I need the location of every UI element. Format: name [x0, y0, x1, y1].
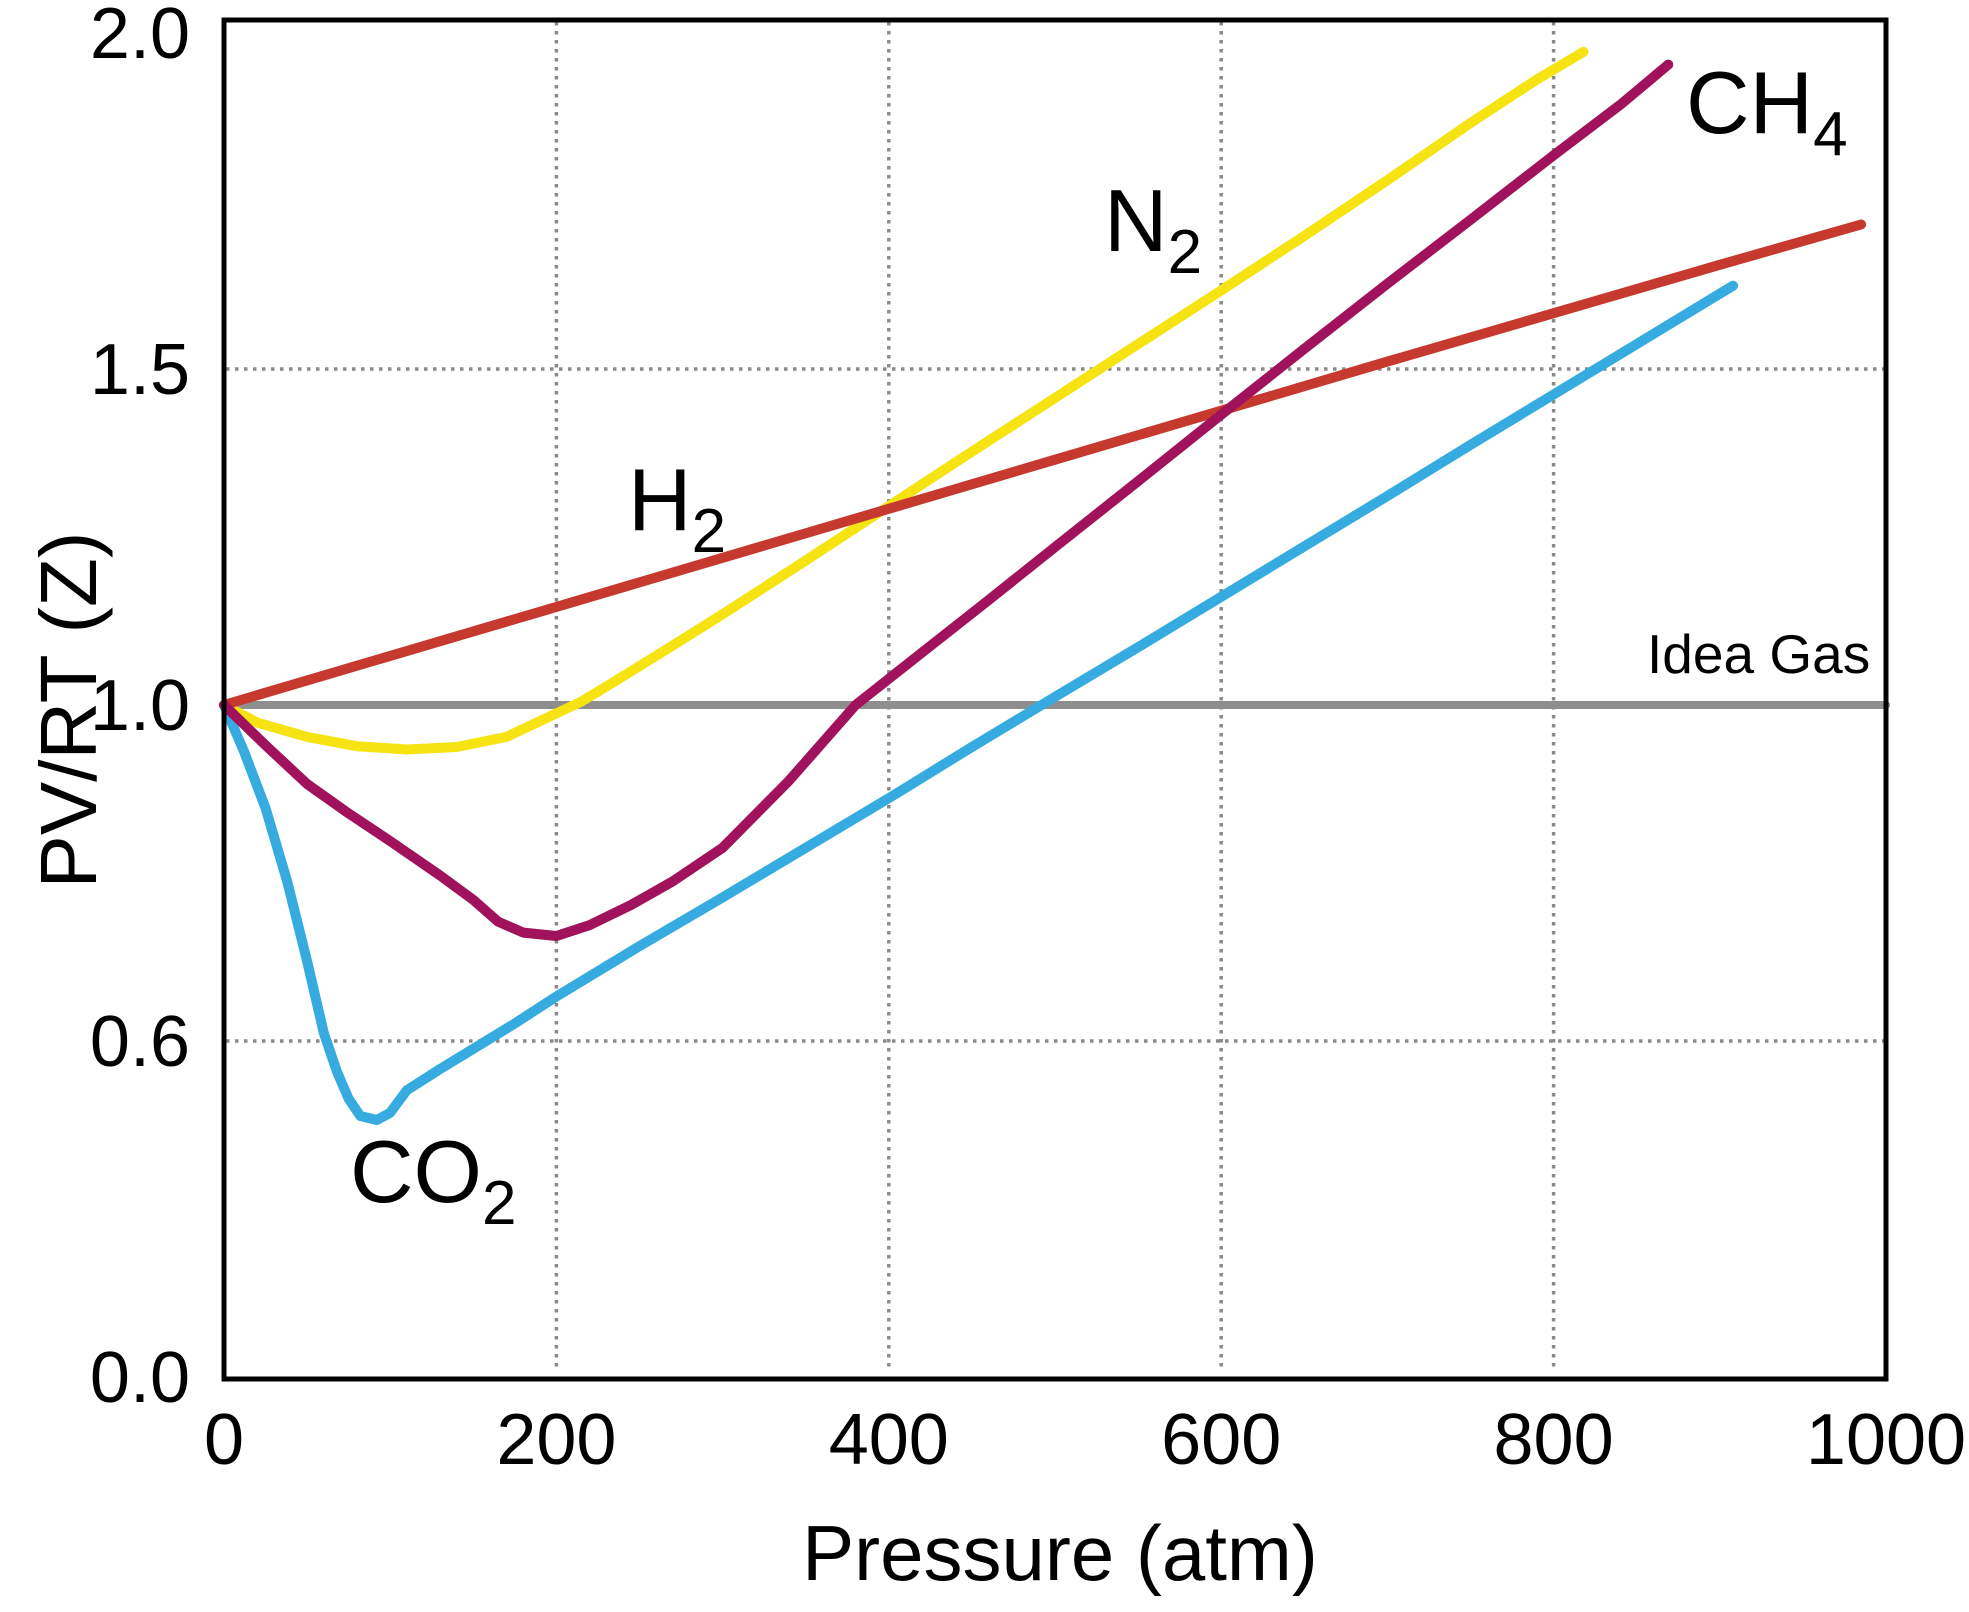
series-label-n2-subscript: 2 [1168, 218, 1202, 287]
series-label-ch4-main: CH [1686, 53, 1813, 152]
series-label-co2-subscript: 2 [482, 1169, 516, 1238]
y-tick-label-1.5: 1.5 [90, 330, 190, 410]
curves-group [219, 46, 1890, 1125]
x-tick-label-600: 600 [1161, 1400, 1281, 1480]
y-tick-label-1.0: 1.0 [90, 666, 190, 746]
series-label-h2: H2 [628, 450, 726, 566]
x-axis-title: Pressure (atm) [802, 1509, 1318, 1597]
series-label-co2: CO2 [350, 1122, 516, 1238]
series-label-co2-main: CO [350, 1122, 482, 1221]
y-tick-label-0.0: 0.0 [90, 1338, 190, 1418]
plot-border [221, 17, 1889, 1382]
series-label-ch4: CH4 [1686, 53, 1848, 169]
series-label-h2-main: H [628, 450, 692, 549]
series-label-idea-gas: Idea Gas [1647, 623, 1870, 685]
series-label-n2: N2 [1104, 171, 1202, 287]
series-label-h2-subscript: 2 [692, 497, 726, 566]
x-tick-label-800: 800 [1494, 1400, 1614, 1480]
gridlines-group [226, 22, 1884, 1369]
tick-labels-group: 0 200 400 600 800 1000 0.0 0.6 1.0 1.5 2.0 [90, 0, 1966, 1480]
x-tick-label-0: 0 [204, 1400, 244, 1480]
curve-co2 [219, 280, 1739, 1125]
series-label-ch4-subscript: 4 [1813, 100, 1847, 169]
y-tick-label-0.6: 0.6 [90, 1002, 190, 1082]
x-tick-label-1000: 1000 [1806, 1400, 1966, 1480]
x-tick-label-200: 200 [496, 1400, 616, 1480]
curve-n2 [219, 46, 1589, 755]
x-tick-label-400: 400 [829, 1400, 949, 1480]
curve-ch4 [219, 59, 1674, 941]
curve-h2 [219, 219, 1867, 710]
y-axis-title: PV/RT (Z) [24, 531, 113, 888]
series-label-n2-main: N [1104, 171, 1168, 270]
y-tick-label-2.0: 2.0 [90, 0, 190, 74]
